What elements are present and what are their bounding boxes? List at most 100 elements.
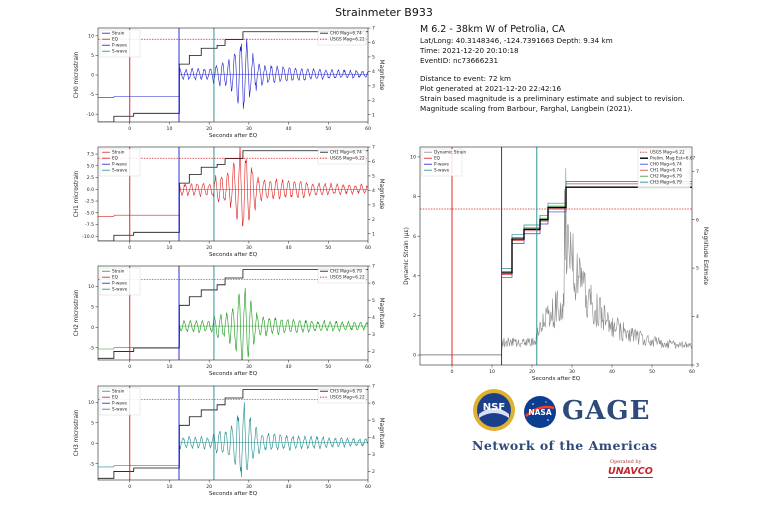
dynamic-strain-line <box>420 168 692 356</box>
x-axis-label: Seconds after EQ <box>209 491 258 497</box>
y-tick-label: 4 <box>413 273 416 279</box>
x-tick-label: 10 <box>167 484 173 490</box>
y2-tick-label: 3 <box>372 452 375 458</box>
y-tick-label: 0 <box>413 353 416 359</box>
x-tick-label: 30 <box>246 484 252 490</box>
event-info: M 6.2 - 38km W of Petrolia, CA Lat/Long:… <box>420 24 750 114</box>
legend-label: P-wave <box>112 43 127 48</box>
x-tick-label: 10 <box>167 364 173 370</box>
y2-tick-label: 2 <box>372 98 375 104</box>
x-tick-label: 30 <box>246 364 252 370</box>
legend-box <box>637 148 691 189</box>
legend-label: P-wave <box>434 162 449 167</box>
nasa-logo: NASA <box>524 396 556 428</box>
y2-axis-label: Magnitude <box>378 298 384 329</box>
legend-label: USGS Mag=6.22 <box>330 275 365 280</box>
legend-box <box>317 267 367 284</box>
y2-tick-label: 4 <box>696 314 699 320</box>
x-tick-label: 50 <box>649 369 655 375</box>
y2-axis-label: Magnitude <box>378 60 384 91</box>
x-tick-label: 20 <box>206 245 212 251</box>
prelim-mag-line <box>502 186 692 274</box>
legend-label: S-wave <box>434 168 450 173</box>
x-tick-label: 0 <box>128 364 131 370</box>
y-axis-label: CH3 microstrain <box>74 409 80 456</box>
y-tick-label: 0 <box>91 441 94 447</box>
legend-box <box>99 148 141 177</box>
x-tick-label: 0 <box>451 369 454 375</box>
y-tick-label: -5 <box>89 92 94 98</box>
y2-tick-label: 6 <box>372 159 375 165</box>
x-tick-label: 0 <box>128 126 131 132</box>
x-tick-label: 40 <box>286 364 292 370</box>
event-time: Time: 2021-12-20 20:10:18 <box>420 46 519 55</box>
y2-tick-label: 7 <box>372 26 375 32</box>
x-tick-label: 60 <box>365 126 371 132</box>
strain-line <box>98 147 368 227</box>
legend-box <box>317 387 367 404</box>
y-axis-label: Dynamic Strain (µε) <box>404 227 410 285</box>
axes-frame <box>97 385 369 481</box>
x-tick-label: 50 <box>325 484 331 490</box>
y2-tick-label: 3 <box>372 83 375 89</box>
x-tick-label: 0 <box>128 484 131 490</box>
y2-tick-label: 1 <box>372 231 375 237</box>
y2-tick-label: 2 <box>372 217 375 223</box>
y-tick-label: -7.5 <box>85 222 94 228</box>
legend-label: CH2 Mag=6.79 <box>330 269 362 274</box>
y-tick-label: 10 <box>88 284 94 290</box>
y2-tick-label: 6 <box>696 217 699 223</box>
legend-box <box>99 267 141 296</box>
y-axis-label: CH1 microstrain <box>74 170 80 217</box>
strain-line <box>98 287 368 360</box>
legend-label: Strain <box>112 389 125 394</box>
y2-tick-label: 3 <box>696 363 699 369</box>
y2-tick-label: 4 <box>372 69 375 75</box>
y-tick-label: 10 <box>410 155 416 161</box>
y2-tick-label: 1 <box>372 112 375 118</box>
event-id: EventID: nc73666231 <box>420 56 499 65</box>
legend-label: P-wave <box>112 281 127 286</box>
legend-label: CH2 Mag=6.79 <box>650 174 682 179</box>
legend-box <box>317 29 367 46</box>
legend-label: CH1 Mag=6.74 <box>650 168 682 173</box>
y-tick-label: 5 <box>91 420 94 426</box>
legend-label: CH0 Mag=6.74 <box>650 162 682 167</box>
strain-line <box>98 402 368 478</box>
axes-frame <box>97 146 369 242</box>
y-tick-label: 10 <box>88 33 94 39</box>
legend-label: S-wave <box>112 407 128 412</box>
y-tick-label: 5 <box>91 304 94 310</box>
x-tick-label: 50 <box>325 126 331 132</box>
y-tick-label: 0 <box>91 73 94 79</box>
network-of-americas: Network of the Americas <box>472 438 658 453</box>
x-tick-label: 40 <box>286 245 292 251</box>
y2-tick-label: 2 <box>372 349 375 355</box>
channel-mag-line-3 <box>502 181 692 269</box>
unavco-logo: UNAVCO <box>608 466 653 478</box>
y-tick-label: -5.0 <box>85 210 94 216</box>
y-tick-label: -10 <box>86 112 94 118</box>
x-tick-label: 30 <box>246 126 252 132</box>
legend-label: Strain <box>112 150 125 155</box>
nsf-logo-text: NSF <box>483 402 505 413</box>
legend-label: CH3 Mag=6.79 <box>330 389 362 394</box>
legend-label: S-wave <box>112 168 128 173</box>
logo-block: NSF NASA GAGE Network of the Americas Op… <box>470 386 700 506</box>
nsf-logo: NSF <box>473 389 515 431</box>
y-tick-label: 0 <box>91 325 94 331</box>
y2-tick-label: 3 <box>372 202 375 208</box>
y2-tick-label: 3 <box>372 332 375 338</box>
y-axis-label: CH0 microstrain <box>74 51 80 98</box>
x-tick-label: 10 <box>167 126 173 132</box>
axes-frame <box>97 265 369 361</box>
y2-tick-label: 7 <box>372 384 375 390</box>
x-tick-label: 20 <box>206 364 212 370</box>
y-axis-label: CH2 microstrain <box>74 289 80 336</box>
axes-frame <box>419 146 693 366</box>
x-tick-label: 20 <box>529 369 535 375</box>
event-latlong: Lat/Long: 40.3148346, -124.7391663 Depth… <box>420 36 613 45</box>
